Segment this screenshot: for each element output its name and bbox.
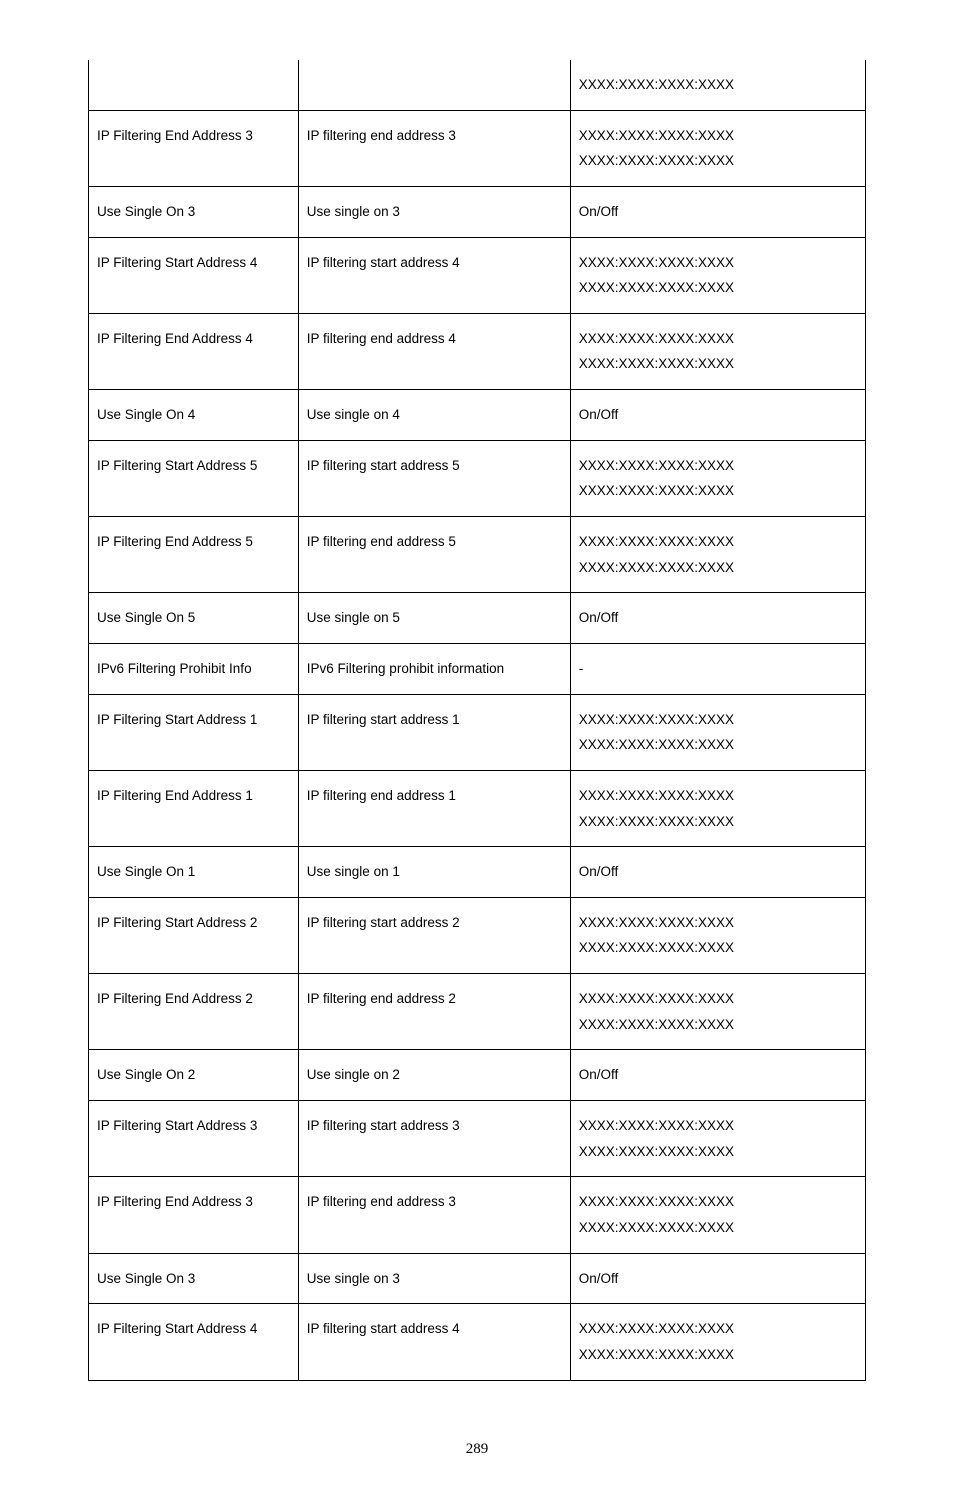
settings-table: XXXX:XXXX:XXXX:XXXXIP Filtering End Addr… — [88, 60, 866, 1381]
cell-setting-name: IPv6 Filtering Prohibit Info — [89, 643, 299, 694]
cell-description: Use single on 1 — [298, 847, 570, 898]
cell-value: XXXX:XXXX:XXXX:XXXX XXXX:XXXX:XXXX:XXXX — [570, 440, 865, 516]
cell-value: - — [570, 643, 865, 694]
table-row: IPv6 Filtering Prohibit InfoIPv6 Filteri… — [89, 643, 866, 694]
cell-description: IP filtering end address 2 — [298, 974, 570, 1050]
cell-setting-name: Use Single On 1 — [89, 847, 299, 898]
table-row: Use Single On 5Use single on 5On/Off — [89, 593, 866, 644]
table-row: IP Filtering Start Address 4IP filtering… — [89, 1304, 866, 1380]
cell-setting-name — [89, 60, 299, 110]
table-row: IP Filtering End Address 5IP filtering e… — [89, 517, 866, 593]
cell-value: XXXX:XXXX:XXXX:XXXX XXXX:XXXX:XXXX:XXXX — [570, 974, 865, 1050]
cell-value: XXXX:XXXX:XXXX:XXXX XXXX:XXXX:XXXX:XXXX — [570, 770, 865, 846]
table-row: Use Single On 2Use single on 2On/Off — [89, 1050, 866, 1101]
cell-description: IP filtering start address 1 — [298, 694, 570, 770]
table-row: Use Single On 3Use single on 3On/Off — [89, 1253, 866, 1304]
cell-description: Use single on 3 — [298, 186, 570, 237]
cell-value: XXXX:XXXX:XXXX:XXXX XXXX:XXXX:XXXX:XXXX — [570, 1177, 865, 1253]
cell-description: IP filtering end address 4 — [298, 313, 570, 389]
cell-value: XXXX:XXXX:XXXX:XXXX XXXX:XXXX:XXXX:XXXX — [570, 1304, 865, 1380]
cell-setting-name: IP Filtering Start Address 4 — [89, 237, 299, 313]
cell-setting-name: Use Single On 4 — [89, 390, 299, 441]
table-row: Use Single On 1Use single on 1On/Off — [89, 847, 866, 898]
cell-setting-name: IP Filtering Start Address 4 — [89, 1304, 299, 1380]
cell-description — [298, 60, 570, 110]
cell-value: On/Off — [570, 1050, 865, 1101]
cell-description: Use single on 2 — [298, 1050, 570, 1101]
cell-description: Use single on 5 — [298, 593, 570, 644]
cell-value: XXXX:XXXX:XXXX:XXXX XXXX:XXXX:XXXX:XXXX — [570, 313, 865, 389]
table-row: IP Filtering End Address 4IP filtering e… — [89, 313, 866, 389]
table-row: Use Single On 4Use single on 4On/Off — [89, 390, 866, 441]
table-row: IP Filtering End Address 1IP filtering e… — [89, 770, 866, 846]
table-row: IP Filtering End Address 3IP filtering e… — [89, 1177, 866, 1253]
table-row: XXXX:XXXX:XXXX:XXXX — [89, 60, 866, 110]
cell-setting-name: Use Single On 5 — [89, 593, 299, 644]
table-row: IP Filtering End Address 3IP filtering e… — [89, 110, 866, 186]
cell-description: IP filtering end address 3 — [298, 1177, 570, 1253]
document-page: XXXX:XXXX:XXXX:XXXXIP Filtering End Addr… — [0, 0, 954, 1498]
cell-setting-name: IP Filtering End Address 3 — [89, 1177, 299, 1253]
cell-description: IP filtering end address 3 — [298, 110, 570, 186]
cell-setting-name: Use Single On 2 — [89, 1050, 299, 1101]
cell-value: XXXX:XXXX:XXXX:XXXX XXXX:XXXX:XXXX:XXXX — [570, 1101, 865, 1177]
cell-value: On/Off — [570, 847, 865, 898]
cell-value: On/Off — [570, 593, 865, 644]
cell-value: XXXX:XXXX:XXXX:XXXX — [570, 60, 865, 110]
cell-setting-name: IP Filtering End Address 2 — [89, 974, 299, 1050]
table-row: IP Filtering End Address 2IP filtering e… — [89, 974, 866, 1050]
table-row: IP Filtering Start Address 1IP filtering… — [89, 694, 866, 770]
cell-value: On/Off — [570, 390, 865, 441]
cell-setting-name: IP Filtering End Address 5 — [89, 517, 299, 593]
table-row: IP Filtering Start Address 3IP filtering… — [89, 1101, 866, 1177]
cell-setting-name: Use Single On 3 — [89, 1253, 299, 1304]
cell-setting-name: IP Filtering End Address 4 — [89, 313, 299, 389]
cell-description: IP filtering start address 2 — [298, 897, 570, 973]
cell-description: IP filtering start address 4 — [298, 1304, 570, 1380]
table-row: IP Filtering Start Address 5IP filtering… — [89, 440, 866, 516]
table-row: IP Filtering Start Address 4IP filtering… — [89, 237, 866, 313]
cell-description: IPv6 Filtering prohibit information — [298, 643, 570, 694]
cell-setting-name: IP Filtering Start Address 2 — [89, 897, 299, 973]
cell-value: XXXX:XXXX:XXXX:XXXX XXXX:XXXX:XXXX:XXXX — [570, 897, 865, 973]
cell-description: Use single on 3 — [298, 1253, 570, 1304]
cell-setting-name: IP Filtering Start Address 3 — [89, 1101, 299, 1177]
cell-description: IP filtering end address 5 — [298, 517, 570, 593]
cell-description: IP filtering start address 5 — [298, 440, 570, 516]
table-row: Use Single On 3Use single on 3On/Off — [89, 186, 866, 237]
cell-description: IP filtering end address 1 — [298, 770, 570, 846]
page-number: 289 — [88, 1441, 866, 1458]
cell-value: XXXX:XXXX:XXXX:XXXX XXXX:XXXX:XXXX:XXXX — [570, 694, 865, 770]
cell-setting-name: IP Filtering End Address 1 — [89, 770, 299, 846]
cell-value: XXXX:XXXX:XXXX:XXXX XXXX:XXXX:XXXX:XXXX — [570, 237, 865, 313]
cell-value: XXXX:XXXX:XXXX:XXXX XXXX:XXXX:XXXX:XXXX — [570, 517, 865, 593]
cell-description: IP filtering start address 4 — [298, 237, 570, 313]
cell-setting-name: Use Single On 3 — [89, 186, 299, 237]
cell-value: XXXX:XXXX:XXXX:XXXX XXXX:XXXX:XXXX:XXXX — [570, 110, 865, 186]
cell-setting-name: IP Filtering End Address 3 — [89, 110, 299, 186]
cell-description: IP filtering start address 3 — [298, 1101, 570, 1177]
cell-value: On/Off — [570, 186, 865, 237]
cell-setting-name: IP Filtering Start Address 5 — [89, 440, 299, 516]
table-body: XXXX:XXXX:XXXX:XXXXIP Filtering End Addr… — [89, 60, 866, 1380]
cell-description: Use single on 4 — [298, 390, 570, 441]
cell-value: On/Off — [570, 1253, 865, 1304]
table-row: IP Filtering Start Address 2IP filtering… — [89, 897, 866, 973]
cell-setting-name: IP Filtering Start Address 1 — [89, 694, 299, 770]
